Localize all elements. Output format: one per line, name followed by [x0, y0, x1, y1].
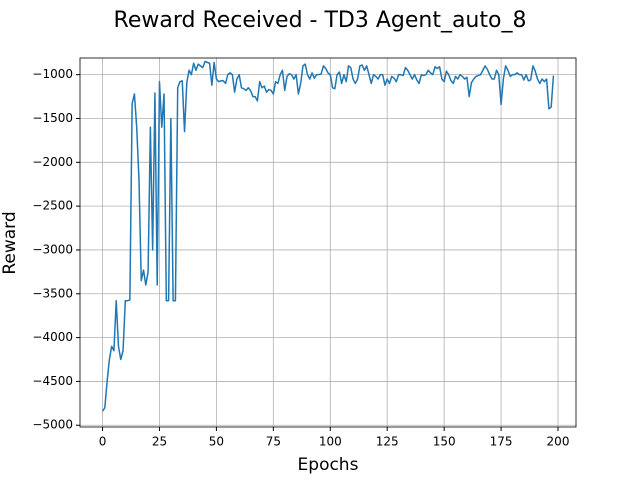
x-tick-label: 50	[209, 435, 224, 449]
x-tick-label: 0	[99, 435, 107, 449]
x-tick-label: 75	[266, 435, 281, 449]
y-tick-label: −4500	[32, 374, 73, 388]
y-tick-label: −1500	[32, 111, 73, 125]
y-tick-label: −2500	[32, 199, 73, 213]
x-tick-label: 100	[319, 435, 342, 449]
y-tick-label: −5000	[32, 418, 73, 432]
y-tick-label: −3500	[32, 286, 73, 300]
x-tick-label: 175	[490, 435, 513, 449]
y-tick-label: −3000	[32, 242, 73, 256]
x-tick-label: 125	[376, 435, 399, 449]
x-tick-label: 25	[152, 435, 167, 449]
chart-title: Reward Received - TD3 Agent_auto_8	[114, 8, 527, 33]
x-tick-label: 150	[433, 435, 456, 449]
y-tick-label: −1000	[32, 67, 73, 81]
x-axis-label: Epochs	[298, 455, 359, 475]
y-tick-label: −4000	[32, 330, 73, 344]
x-tick-label: 200	[547, 435, 570, 449]
y-axis-label: Reward	[0, 211, 20, 274]
plot-frame	[79, 57, 577, 428]
y-tick-label: −2000	[32, 155, 73, 169]
data-line	[101, 60, 555, 412]
